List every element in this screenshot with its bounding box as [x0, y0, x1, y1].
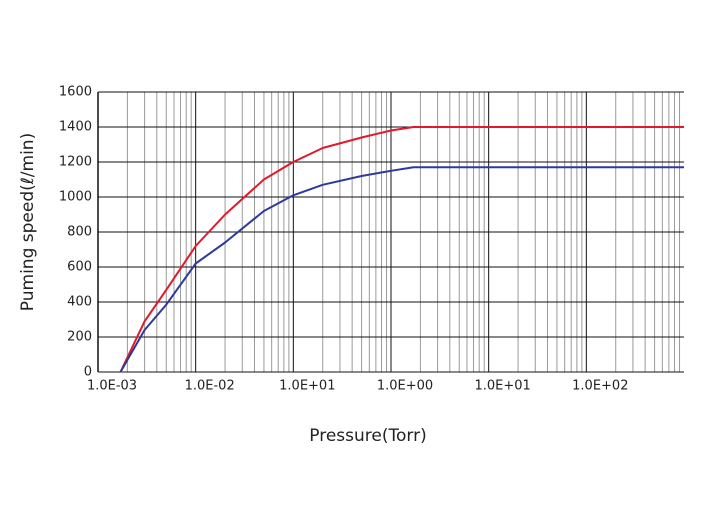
x-tick-label: 1.0E+01: [475, 379, 531, 394]
y-tick-label: 0: [84, 365, 92, 380]
x-tick-label: 1.0E+02: [572, 379, 628, 394]
y-tick-label: 400: [67, 295, 92, 310]
series-line: [119, 126, 684, 373]
x-tick-label: 1.0E-02: [185, 379, 235, 394]
y-tick-label: 1200: [59, 155, 92, 170]
y-tick-label: 1400: [59, 120, 92, 135]
x-axis-title: Pressure(Torr): [309, 426, 426, 446]
x-tick-label: 1.0E-03: [87, 379, 137, 394]
y-tick-label: 1600: [59, 85, 92, 100]
y-tick-label: 800: [67, 225, 92, 240]
y-tick-label: 1000: [59, 190, 92, 205]
x-tick-label: 1.0E+01: [279, 379, 335, 394]
y-tick-label: 200: [67, 330, 92, 345]
series-line: [119, 166, 684, 373]
x-tick-label: 1.0E+00: [377, 379, 433, 394]
y-tick-label: 600: [67, 260, 92, 275]
y-axis-title: Puming speed(ℓ/min): [18, 133, 38, 311]
